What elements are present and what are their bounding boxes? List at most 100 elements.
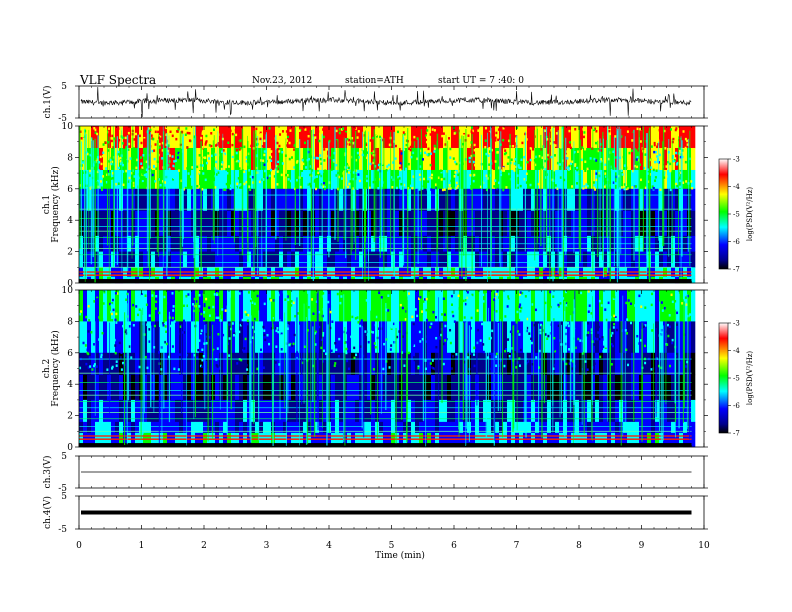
spectrogram-cell bbox=[251, 432, 256, 448]
spectrogram-cell bbox=[663, 126, 668, 149]
spectrogram-cell bbox=[119, 421, 124, 434]
spectrogram-cell bbox=[431, 188, 436, 212]
spectrogram-cell bbox=[484, 126, 487, 130]
spectrogram-cell bbox=[639, 140, 642, 143]
spectrogram-cell bbox=[575, 169, 580, 190]
spectrogram-cell bbox=[289, 179, 292, 183]
spectrogram-cell bbox=[253, 330, 256, 333]
spectrogram-cell bbox=[507, 351, 510, 355]
spectrogram-cell bbox=[463, 251, 468, 268]
spectrogram-cell bbox=[395, 374, 400, 401]
spectrogram-cell bbox=[99, 399, 104, 423]
spectrogram-cell bbox=[154, 130, 157, 134]
spectrogram-cell bbox=[671, 251, 676, 268]
spectrogram-cell bbox=[255, 331, 258, 334]
spectrogram-cell bbox=[502, 188, 505, 192]
spectrogram-cell bbox=[671, 341, 674, 345]
spectrogram-cell bbox=[639, 339, 642, 342]
spectrogram-cell bbox=[643, 399, 648, 423]
spectrogram-cell bbox=[683, 169, 688, 190]
spectrogram-cell bbox=[312, 180, 315, 183]
spectrogram-cell bbox=[111, 210, 116, 237]
spectrogram-cell bbox=[175, 126, 180, 149]
spectrogram-cell bbox=[527, 136, 530, 139]
spectrogram-cell bbox=[139, 291, 142, 294]
spectrogram-cell bbox=[347, 126, 352, 149]
spectrogram-cell bbox=[488, 131, 491, 135]
spectrogram-cell bbox=[473, 364, 476, 368]
spectrogram-cell bbox=[676, 311, 679, 315]
spectrogram-cell bbox=[288, 322, 291, 325]
spectrogram-cell bbox=[583, 131, 586, 134]
spectrogram-cell bbox=[360, 129, 363, 132]
spectrogram-cell bbox=[590, 153, 593, 157]
spectrogram-cell bbox=[355, 164, 358, 167]
spectrogram-cell bbox=[204, 137, 207, 141]
spectrogram-cell bbox=[459, 321, 464, 354]
spectrogram-cell bbox=[495, 310, 498, 313]
spectrogram-cell bbox=[459, 399, 464, 423]
spectrogram-cell bbox=[405, 167, 408, 171]
spectrogram-cell bbox=[115, 432, 120, 448]
spectrogram-cell bbox=[328, 139, 331, 143]
spectrogram-cell bbox=[690, 180, 693, 183]
spectrogram-cell bbox=[315, 188, 320, 212]
spectrogram-cell bbox=[544, 129, 547, 133]
spectrogram-cell bbox=[635, 421, 640, 434]
spectrogram-cell bbox=[595, 178, 598, 182]
spectrogram-cell bbox=[303, 421, 308, 434]
spectrogram-cell bbox=[118, 138, 121, 142]
spectrogram-cell bbox=[287, 188, 292, 212]
spectrogram-cell bbox=[179, 210, 184, 237]
spectrogram-cell bbox=[390, 327, 393, 330]
spectrogram-cell bbox=[411, 188, 416, 212]
spectrogram-cell bbox=[287, 290, 292, 322]
spectrogram-cell bbox=[105, 167, 108, 170]
spectrogram-cell bbox=[307, 210, 312, 237]
spectrogram-cell bbox=[197, 348, 200, 352]
spectrogram-cell bbox=[639, 352, 644, 376]
spectrogram-cell bbox=[159, 251, 164, 268]
spectrogram-cell bbox=[479, 352, 484, 376]
spectrogram-cell bbox=[335, 129, 338, 133]
spectrogram-cell bbox=[443, 188, 446, 191]
spectrogram-cell bbox=[359, 421, 364, 434]
spectrogram-cell bbox=[410, 155, 413, 159]
spectrogram-cell bbox=[102, 151, 105, 155]
spectrogram-cell bbox=[447, 432, 452, 448]
spectrogram-cell bbox=[195, 169, 200, 190]
spectrogram-cell bbox=[567, 251, 572, 268]
spectrogram-cell bbox=[323, 432, 328, 448]
spectrogram-cell bbox=[235, 251, 240, 268]
spectrogram-cell bbox=[507, 147, 512, 171]
spectrogram-cell bbox=[291, 374, 296, 401]
spectrogram-cell bbox=[247, 185, 250, 188]
spectrogram-cell bbox=[483, 147, 488, 171]
y-axis-label: Frequency (kHz) bbox=[50, 166, 61, 243]
spectrogram-cell bbox=[123, 188, 128, 212]
spectrogram-cell bbox=[387, 163, 390, 167]
spectrogram-cell bbox=[599, 374, 604, 401]
spectrogram-cell bbox=[163, 251, 168, 268]
spectrogram-cell bbox=[179, 325, 182, 328]
y-tick-label: 6 bbox=[67, 185, 73, 195]
spectrogram-cell bbox=[660, 301, 663, 304]
spectrogram-cell bbox=[504, 315, 507, 318]
spectrogram-cell bbox=[671, 140, 674, 144]
spectrogram-cell bbox=[339, 374, 344, 401]
spectrogram-cell bbox=[487, 251, 492, 268]
spectrogram-cell bbox=[416, 137, 419, 140]
spectrogram-cell bbox=[323, 159, 326, 162]
spectrogram-cell bbox=[275, 324, 278, 328]
spectrogram-cell bbox=[275, 421, 280, 434]
spectrogram-cell bbox=[281, 130, 284, 133]
spectrogram-cell bbox=[103, 126, 108, 149]
spectrogram-cell bbox=[455, 352, 460, 376]
spectrogram-cell bbox=[591, 421, 596, 434]
spectrogram-cell bbox=[633, 164, 636, 168]
spectrogram-cell bbox=[483, 130, 486, 133]
spectrogram-cell bbox=[95, 374, 100, 401]
spectrogram-cell bbox=[446, 170, 449, 173]
spectrogram-cell bbox=[123, 290, 128, 322]
spectrogram-cell bbox=[587, 352, 592, 376]
